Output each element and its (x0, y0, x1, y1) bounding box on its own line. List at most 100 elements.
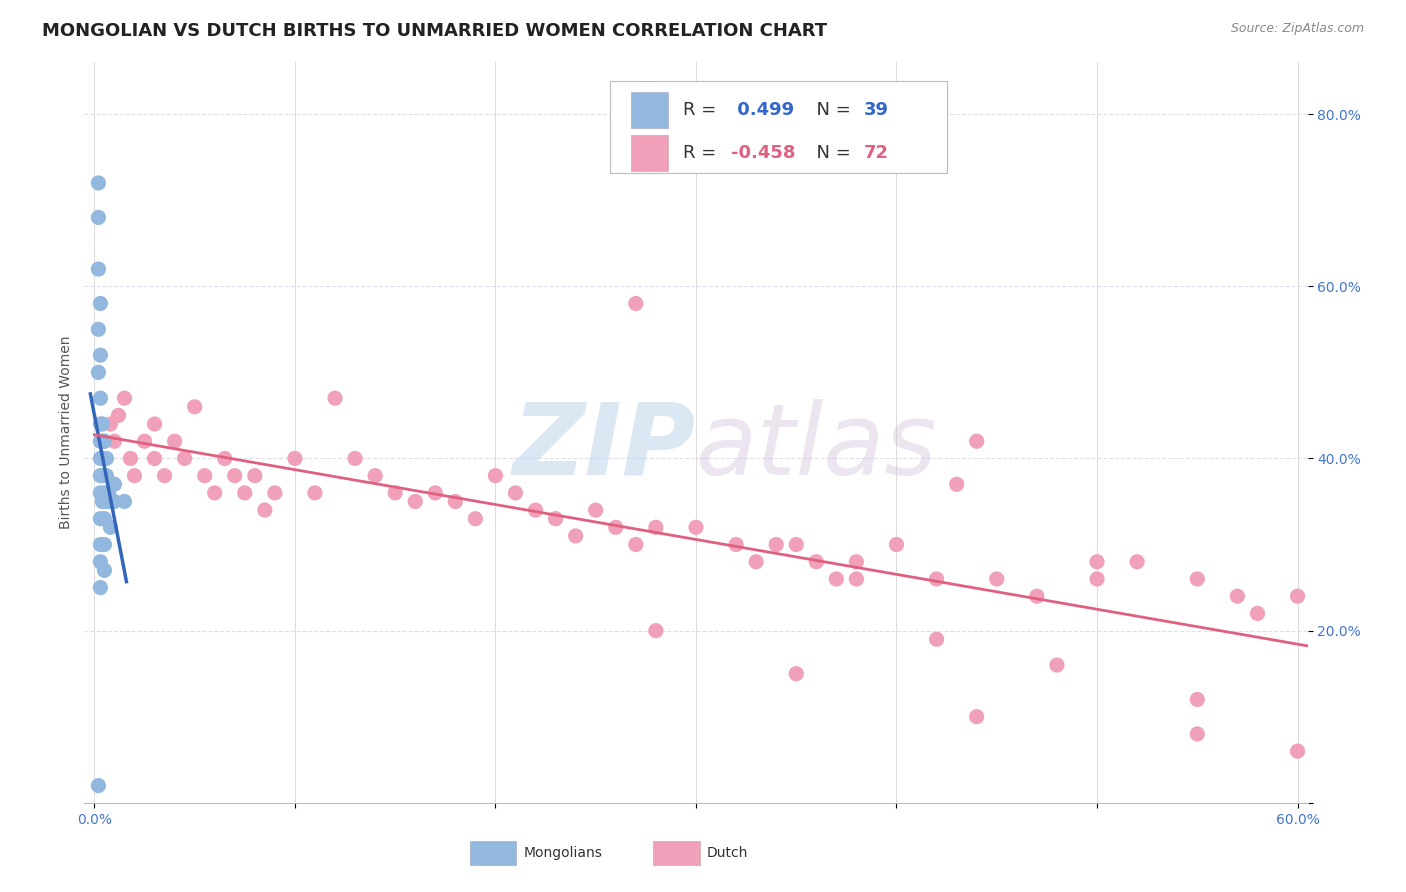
Point (103, 477, 125, 491)
Point (89, 512, 111, 526)
Point (233, 486, 256, 500)
Point (685, 520, 707, 534)
Point (87, 211, 110, 225)
Point (204, 486, 226, 500)
Point (153, 468, 176, 483)
Text: R =: R = (682, 144, 721, 161)
FancyBboxPatch shape (654, 841, 700, 865)
Point (966, 709, 988, 723)
Point (845, 555, 868, 569)
Text: Mongolians: Mongolians (523, 847, 602, 860)
Point (263, 486, 285, 500)
Point (1187, 572, 1209, 586)
Point (89, 348, 111, 362)
Point (1246, 607, 1268, 621)
Text: -0.458: -0.458 (731, 144, 796, 161)
Point (87, 365, 110, 379)
Point (143, 451, 166, 466)
Point (103, 434, 125, 449)
Point (100, 520, 122, 534)
Point (425, 486, 447, 500)
Point (134, 434, 156, 449)
Point (87, 176, 110, 190)
Point (253, 503, 276, 517)
Point (100, 417, 122, 431)
Text: R =: R = (682, 101, 721, 120)
Point (114, 494, 136, 508)
Point (93, 537, 115, 551)
Point (624, 296, 647, 310)
Point (89, 434, 111, 449)
Point (89, 555, 111, 569)
Point (624, 537, 647, 551)
Y-axis label: Births to Unmarried Women: Births to Unmarried Women (59, 336, 73, 529)
FancyBboxPatch shape (610, 81, 946, 173)
Point (564, 529, 586, 543)
Point (925, 572, 948, 586)
Point (986, 572, 1008, 586)
Point (143, 417, 166, 431)
Text: atlas: atlas (696, 399, 938, 496)
Point (644, 624, 666, 638)
Point (806, 555, 828, 569)
Point (93, 434, 115, 449)
Point (194, 468, 217, 483)
Point (89, 468, 111, 483)
Point (124, 468, 146, 483)
Point (89, 581, 111, 595)
Point (544, 512, 567, 526)
Point (1126, 555, 1149, 569)
Text: MONGOLIAN VS DUTCH BIRTHS TO UNMARRIED WOMEN CORRELATION CHART: MONGOLIAN VS DUTCH BIRTHS TO UNMARRIED W… (42, 22, 827, 40)
Point (183, 400, 205, 414)
Point (384, 486, 406, 500)
Text: 0.499: 0.499 (731, 101, 794, 120)
Point (323, 391, 346, 405)
Point (444, 494, 467, 508)
Point (364, 468, 387, 483)
Point (1046, 658, 1069, 673)
Point (765, 537, 787, 551)
Point (93, 563, 115, 577)
Point (91, 417, 114, 431)
Point (91, 494, 114, 508)
Point (284, 451, 307, 466)
Point (120, 451, 142, 466)
Point (89, 451, 111, 466)
Point (243, 468, 266, 483)
Point (925, 632, 948, 647)
Point (304, 486, 326, 500)
Point (93, 512, 115, 526)
Point (404, 494, 426, 508)
Point (484, 468, 506, 483)
Point (505, 486, 527, 500)
Text: Source: ZipAtlas.com: Source: ZipAtlas.com (1230, 22, 1364, 36)
Point (605, 520, 627, 534)
Point (100, 494, 122, 508)
Point (945, 477, 967, 491)
FancyBboxPatch shape (631, 135, 668, 170)
Point (107, 409, 129, 423)
Point (725, 537, 748, 551)
Point (1187, 692, 1209, 706)
Point (89, 537, 111, 551)
Point (96, 468, 118, 483)
Point (1226, 589, 1249, 603)
Point (1085, 555, 1108, 569)
Point (91, 451, 114, 466)
Point (114, 391, 136, 405)
Text: ZIP: ZIP (513, 399, 696, 496)
Point (1085, 572, 1108, 586)
Point (89, 391, 111, 405)
Point (89, 417, 111, 431)
Point (524, 503, 547, 517)
Text: 39: 39 (863, 101, 889, 120)
Point (825, 572, 848, 586)
Point (785, 537, 807, 551)
Point (91, 434, 114, 449)
Point (1187, 727, 1209, 741)
Point (93, 451, 115, 466)
Point (585, 503, 607, 517)
Point (1025, 589, 1047, 603)
Point (89, 296, 111, 310)
Point (464, 512, 486, 526)
